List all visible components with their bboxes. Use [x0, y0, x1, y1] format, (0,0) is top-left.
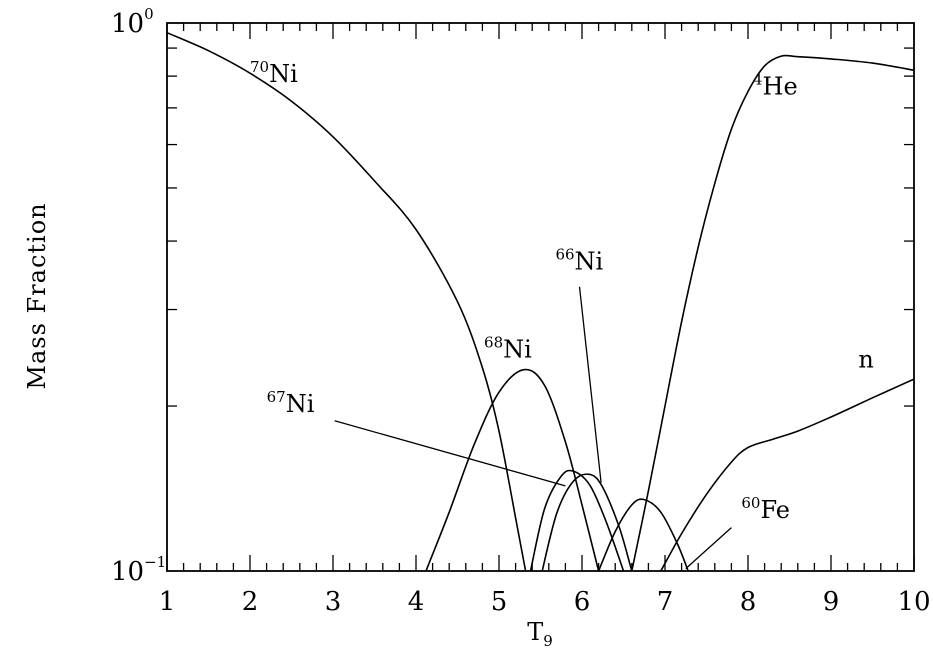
series-label-4he: 4He: [753, 71, 798, 101]
series-line-68ni: [425, 368, 600, 572]
y-tick-label: 10−1: [111, 553, 166, 587]
leader-line-67ni: [334, 420, 566, 487]
series-label-66ni: 66Ni: [555, 245, 603, 275]
series-line-60fe: [597, 498, 689, 572]
x-tick-label: 5: [491, 587, 508, 617]
x-tick-label: 4: [408, 587, 425, 617]
leader-line-60fe: [685, 527, 732, 570]
y-tick-labels: 10−1 100: [111, 5, 166, 587]
x-tick-labels: 1 2 3 4 5 6 7 8 9 10: [159, 587, 931, 617]
series-line-70ni: [166, 31, 527, 572]
label-leader-lines: [334, 286, 732, 570]
axis-ticks: [166, 23, 915, 571]
series-label-70ni: 70Ni: [250, 58, 298, 88]
series-line-4he: [631, 54, 915, 572]
series-label-67ni: 67Ni: [267, 388, 315, 418]
x-tick-label: 6: [574, 587, 591, 617]
y-tick-label: 100: [111, 5, 154, 39]
plot-frame: [166, 22, 915, 572]
curves: [166, 31, 915, 572]
x-tick-label: 1: [159, 587, 176, 617]
series-line-n: [660, 378, 915, 572]
series-labels: 70Ni 68Ni 67Ni 66Ni 60Fe 4He n: [250, 58, 874, 524]
x-tick-label: 8: [740, 587, 757, 617]
y-axis-title: Mass Fraction: [23, 202, 51, 389]
leader-line-66ni: [578, 286, 602, 483]
series-label-60fe: 60Fe: [741, 494, 790, 524]
series-label-n: n: [858, 346, 873, 374]
x-tick-label: 7: [657, 587, 674, 617]
x-axis-title-main: T: [527, 618, 543, 646]
series-line-67ni: [529, 469, 625, 572]
series-label-68ni: 68Ni: [484, 334, 532, 364]
x-tick-label: 2: [242, 587, 259, 617]
x-axis-title-subscript: 9: [543, 632, 553, 650]
x-tick-label: 3: [325, 587, 342, 617]
x-axis-title: T9: [527, 618, 553, 650]
series-line-66ni: [541, 473, 633, 572]
x-tick-label: 9: [823, 587, 840, 617]
x-tick-label: 10: [897, 587, 930, 617]
